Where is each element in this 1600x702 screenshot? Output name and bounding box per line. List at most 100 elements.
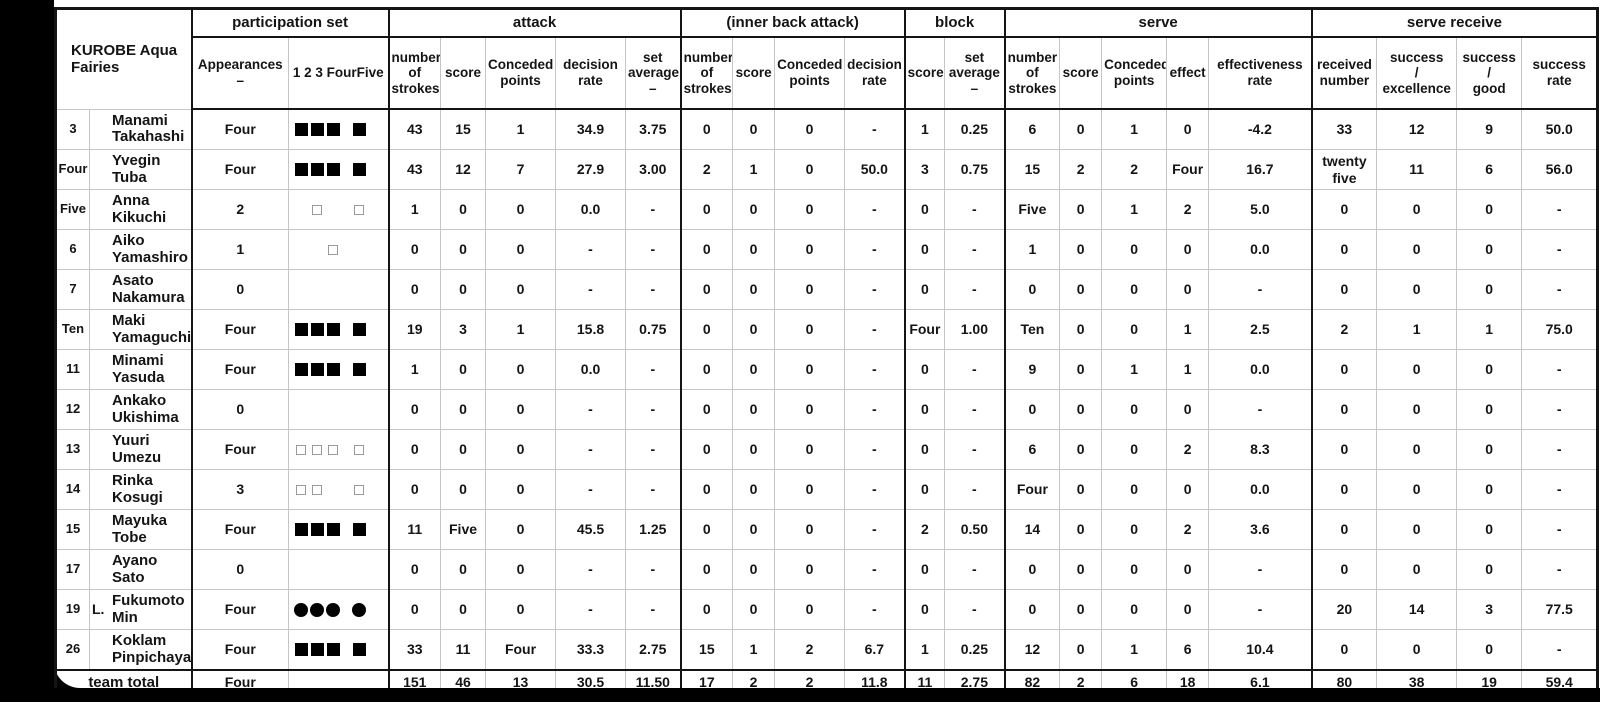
serve-value-cell: 0 bbox=[1003, 389, 1061, 430]
serve-value-cell: 0.0 bbox=[1208, 469, 1313, 510]
block-value-cell: 0 bbox=[903, 349, 946, 390]
serve-receive-value-cell: - bbox=[1521, 269, 1599, 310]
inner-back-attack-value-cell: 0 bbox=[732, 549, 776, 590]
block-value-cell: 0 bbox=[903, 229, 946, 270]
attack-value-cell: - bbox=[555, 269, 627, 310]
player-name-cell: Yvegin Tuba bbox=[89, 149, 192, 190]
inner-back-attack-value-cell: 0 bbox=[679, 229, 734, 270]
attack-value-cell: 0 bbox=[387, 269, 442, 310]
block-value-cell: 1.00 bbox=[944, 309, 1006, 350]
block-value-cell: - bbox=[944, 189, 1006, 230]
serve-receive-value-cell: 0 bbox=[1310, 189, 1378, 230]
serve-receive-value-cell: 0 bbox=[1310, 269, 1378, 310]
inner-back-attack-value-cell: 0 bbox=[679, 108, 734, 150]
player-name: Mayuka Tobe bbox=[112, 512, 168, 546]
inner-back-attack-value-cell: - bbox=[844, 589, 906, 630]
appearances-cell: 1 bbox=[190, 229, 289, 270]
inner-back-attack-value-cell: 0 bbox=[732, 189, 776, 230]
set-marker-filled-square bbox=[326, 163, 340, 177]
serve-receive-value-cell: 12 bbox=[1376, 108, 1458, 150]
set-markers-cell bbox=[287, 108, 390, 150]
block-value-cell: - bbox=[944, 429, 1006, 470]
serve-value-cell: 12 bbox=[1003, 629, 1061, 671]
serve-receive-value-cell: - bbox=[1521, 509, 1599, 550]
appearances-cell: 0 bbox=[190, 269, 289, 310]
block-value-cell: - bbox=[944, 469, 1006, 510]
inner-back-attack-value-cell: 0 bbox=[679, 549, 734, 590]
set-marker-empty-slot bbox=[310, 403, 324, 417]
inner-back-attack-value-cell: - bbox=[844, 309, 906, 350]
inner-back-attack-value-cell: 0 bbox=[774, 269, 846, 310]
inner-back-attack-value-cell: 0 bbox=[774, 189, 846, 230]
serve-receive-value-cell: 0 bbox=[1456, 629, 1523, 671]
serve-value-cell: 0 bbox=[1101, 309, 1168, 350]
serve-receive-value-cell: 0 bbox=[1376, 629, 1458, 671]
inner-back-attack-value-cell: 0 bbox=[679, 349, 734, 390]
set-markers-cell bbox=[287, 429, 390, 470]
inner-back-attack-value-cell: 0 bbox=[679, 389, 734, 430]
set-marker-empty-slot bbox=[294, 243, 308, 257]
attack-value-cell: 15 bbox=[440, 108, 487, 150]
attack-value-cell: 0 bbox=[485, 349, 557, 390]
attack-value-cell: 0 bbox=[387, 429, 442, 470]
inner-back-attack-value-cell: 0 bbox=[774, 349, 846, 390]
attack-value-cell: - bbox=[555, 229, 627, 270]
table-row: Ten Maki Yamaguchi Four 19 3 1 15.8 0.75 0 0 0- Fou… bbox=[55, 309, 1599, 350]
serve-value-cell: 10.4 bbox=[1208, 629, 1313, 671]
set-marker-empty-slot bbox=[294, 403, 308, 417]
inner-back-attack-value-cell: - bbox=[844, 349, 906, 390]
serve-receive-value-cell: 33 bbox=[1310, 108, 1378, 150]
serve-value-cell: 0 bbox=[1059, 108, 1103, 150]
serve-receive-value-cell: 0 bbox=[1310, 429, 1378, 470]
inner-back-attack-value-cell: 0 bbox=[774, 108, 846, 150]
serve-receive-value-cell: 0 bbox=[1376, 469, 1458, 510]
attack-value-cell: 7 bbox=[485, 149, 557, 190]
player-name-cell: Minami Yasuda bbox=[89, 349, 192, 390]
inner-back-attack-value-cell: 0 bbox=[732, 389, 776, 430]
serve-receive-value-cell: 0 bbox=[1376, 229, 1458, 270]
set-marker-empty-slot bbox=[352, 243, 366, 257]
inner-back-attack-value-cell: 2 bbox=[679, 149, 734, 190]
set-marker-empty-slot bbox=[368, 163, 382, 177]
inner-back-attack-value-cell: 0 bbox=[732, 349, 776, 390]
table-row: 3 Manami Takahashi Four 43 15 1 34.9 3.75 0 0 0-1 0… bbox=[55, 108, 1599, 150]
attack-value-cell: - bbox=[555, 389, 627, 430]
serve-receive-value-cell: - bbox=[1521, 189, 1599, 230]
set-marker-empty-square bbox=[310, 443, 324, 457]
serve-value-cell: Four bbox=[1003, 469, 1061, 510]
block-value-cell: 1 bbox=[903, 629, 946, 671]
block-value-cell: Four bbox=[903, 309, 946, 350]
appearances-cell: Four bbox=[190, 429, 289, 470]
attack-value-cell: 3.75 bbox=[625, 108, 682, 150]
attack-value-cell: - bbox=[625, 189, 682, 230]
block-value-cell: 0.50 bbox=[944, 509, 1006, 550]
serve-receive-value-cell: 0 bbox=[1376, 269, 1458, 310]
set-marker-filled-square bbox=[294, 123, 308, 137]
serve-receive-value-cell: 0 bbox=[1376, 189, 1458, 230]
attack-value-cell: 43 bbox=[387, 149, 442, 190]
serve-receive-value-cell: 9 bbox=[1456, 108, 1523, 150]
player-name-cell: Ayano Sato bbox=[89, 549, 192, 590]
table-row: 15 Mayuka Tobe Four 11 Five 0 45.5 1.25 0 0 0-2 0.5… bbox=[55, 509, 1599, 550]
set-marker-filled-square bbox=[326, 523, 340, 537]
set-marker-empty-square bbox=[310, 483, 324, 497]
player-name: Anna Kikuchi bbox=[112, 192, 167, 226]
inner-back-attack-value-cell: - bbox=[844, 269, 906, 310]
serve-value-cell: 0 bbox=[1059, 549, 1103, 590]
attack-value-cell: - bbox=[625, 549, 682, 590]
inner-back-attack-value-cell: 0 bbox=[774, 309, 846, 350]
attack-value-cell: 0 bbox=[440, 269, 487, 310]
table-row: 19 L. Fukumoto Min Four 0 0 0- -0 0 0-0-0 0 0 0-20 14… bbox=[55, 589, 1599, 630]
attack-value-cell: - bbox=[625, 589, 682, 630]
set-marker-filled-square bbox=[310, 523, 324, 537]
attack-value-cell: 34.9 bbox=[555, 108, 627, 150]
serve-value-cell: 0 bbox=[1059, 309, 1103, 350]
serve-value-cell: - bbox=[1208, 389, 1313, 430]
block-value-cell: 0 bbox=[903, 469, 946, 510]
attack-value-cell: 0 bbox=[387, 549, 442, 590]
block-value-cell: - bbox=[944, 389, 1006, 430]
set-marker-filled-square bbox=[294, 523, 308, 537]
table-row: 11 Minami Yasuda Four 1 0 0 0.0-0 0 0-0-9 0 1 1 0.0 0… bbox=[55, 349, 1599, 390]
col-serve-effectiveness: effectiveness rate bbox=[1208, 36, 1313, 110]
serve-receive-value-cell: 0 bbox=[1376, 389, 1458, 430]
